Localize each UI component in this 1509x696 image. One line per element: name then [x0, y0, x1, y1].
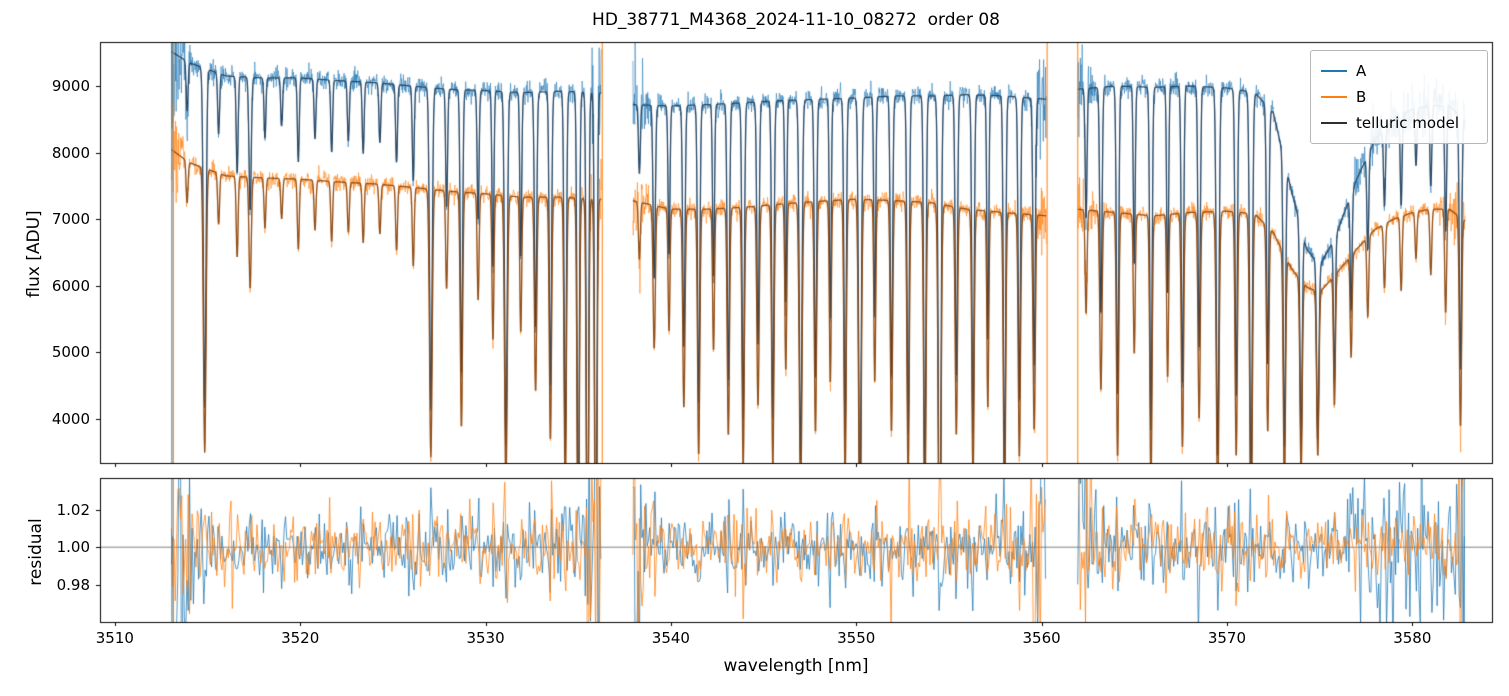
legend-line-swatch-telluric: [1321, 122, 1347, 124]
flux-y-tick-label: 4000: [51, 410, 90, 429]
residual-y-tick-label: 1.00: [56, 538, 90, 557]
flux-y-tick-label: 7000: [51, 210, 90, 229]
legend-label-b: B: [1356, 88, 1367, 106]
x-axis-label: wavelength [nm]: [723, 656, 869, 676]
x-tick-label: 3540: [651, 629, 690, 647]
legend-item-a: A: [1321, 58, 1477, 84]
x-tick-label: 3530: [466, 629, 505, 647]
legend-item-telluric-model: telluric model: [1321, 110, 1477, 136]
residual-y-tick-label: 1.02: [56, 500, 90, 519]
legend-line-swatch-b: [1321, 96, 1347, 98]
flux-y-tick-label: 8000: [51, 143, 90, 162]
residual-y-tick-label: 0.98: [56, 575, 90, 594]
flux-y-tick-label: 5000: [51, 343, 90, 362]
flux-y-tick-label: 9000: [51, 76, 90, 95]
x-tick-label: 3580: [1393, 629, 1432, 647]
legend-item-b: B: [1321, 84, 1477, 110]
x-tick-label: 3550: [837, 629, 876, 647]
flux-y-tick-label: 6000: [51, 276, 90, 295]
legend-box: A B telluric model: [1310, 50, 1488, 144]
x-tick-label: 3570: [1207, 629, 1247, 647]
legend-label-telluric: telluric model: [1356, 114, 1460, 132]
x-tick-label: 3510: [95, 629, 134, 647]
legend-line-swatch-a: [1321, 70, 1347, 72]
x-tick-label: 3560: [1022, 629, 1061, 647]
y-axis-label-flux: flux [ADU]: [24, 210, 44, 298]
x-tick-label: 3520: [281, 629, 320, 647]
legend-label-a: A: [1356, 62, 1367, 80]
